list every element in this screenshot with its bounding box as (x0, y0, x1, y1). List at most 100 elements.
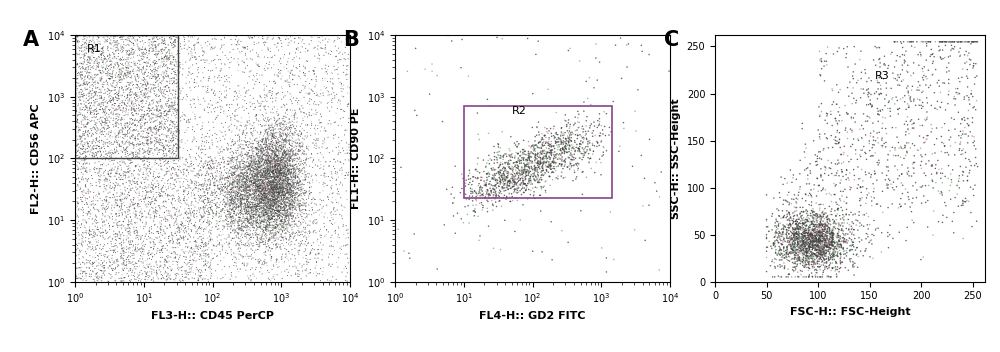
Point (167, 198, 183, 204)
Point (826, 181, 842, 187)
Point (125, 82, 141, 88)
Point (315, 155, 331, 160)
Point (221, 146, 237, 152)
Point (935, 47, 951, 53)
Point (277, 204, 293, 210)
Point (235, 181, 251, 187)
Point (76, 188, 92, 193)
Point (239, 224, 255, 230)
Point (788, 250, 804, 255)
Point (469, 193, 485, 198)
Point (258, 169, 274, 175)
Point (97, 151, 113, 157)
Point (283, 209, 299, 215)
Point (814, 226, 830, 231)
Point (114, 85, 130, 91)
Point (128, 179, 144, 185)
Point (542, 182, 558, 188)
Point (257, 158, 273, 163)
Point (943, 134, 959, 140)
Point (163, 59, 179, 65)
Point (138, 86, 154, 92)
Point (85, 109, 101, 115)
Point (466, 189, 482, 194)
Point (136, 75, 152, 80)
Point (169, 147, 185, 153)
Point (271, 157, 287, 163)
Point (88, 42, 104, 48)
Point (297, 193, 313, 198)
Point (72, 66, 88, 71)
Point (84, 176, 100, 181)
Point (239, 119, 255, 125)
Point (213, 184, 229, 189)
Point (152, 121, 168, 127)
Point (89, 227, 105, 232)
Point (265, 165, 281, 171)
Point (533, 172, 549, 178)
Point (279, 125, 295, 130)
Point (233, 224, 249, 230)
Point (256, 40, 272, 45)
Point (401, 251, 417, 256)
Point (202, 199, 218, 205)
Point (160, 55, 176, 61)
Point (840, 238, 856, 244)
Point (280, 165, 296, 171)
Point (196, 205, 212, 210)
Point (327, 93, 343, 99)
Point (83, 183, 99, 189)
Point (227, 227, 243, 233)
Point (74, 146, 90, 152)
Point (154, 59, 170, 65)
Point (801, 241, 817, 246)
Point (293, 49, 309, 55)
Point (239, 202, 255, 208)
Point (182, 85, 198, 91)
Point (238, 201, 254, 207)
Point (249, 150, 265, 156)
Point (212, 77, 228, 83)
Point (878, 80, 894, 86)
Point (195, 165, 211, 170)
Point (256, 195, 272, 200)
Point (552, 161, 568, 166)
Point (796, 252, 812, 258)
Point (108, 272, 124, 277)
Point (887, 163, 903, 169)
Point (521, 169, 537, 175)
Point (950, 109, 966, 115)
Point (233, 208, 249, 213)
Point (265, 187, 281, 193)
Point (257, 208, 273, 214)
Point (506, 178, 522, 184)
Point (542, 163, 558, 169)
Point (216, 108, 232, 114)
Point (304, 200, 320, 205)
Point (810, 256, 826, 262)
Point (105, 69, 121, 75)
Point (73, 69, 89, 75)
Point (955, 151, 971, 157)
Point (339, 147, 355, 153)
Point (580, 138, 596, 144)
Point (287, 36, 303, 42)
Point (506, 171, 522, 176)
Point (914, 66, 930, 71)
Point (158, 89, 174, 94)
Point (268, 163, 284, 169)
Point (142, 37, 158, 43)
Point (924, 126, 940, 131)
Point (286, 175, 302, 180)
Point (186, 129, 202, 134)
Point (287, 166, 303, 172)
Point (256, 181, 272, 187)
Point (120, 123, 136, 129)
Point (258, 225, 274, 231)
Point (145, 246, 161, 252)
Point (291, 155, 307, 160)
Point (150, 231, 166, 236)
Point (82, 244, 98, 250)
Point (258, 207, 274, 213)
Point (212, 191, 228, 197)
